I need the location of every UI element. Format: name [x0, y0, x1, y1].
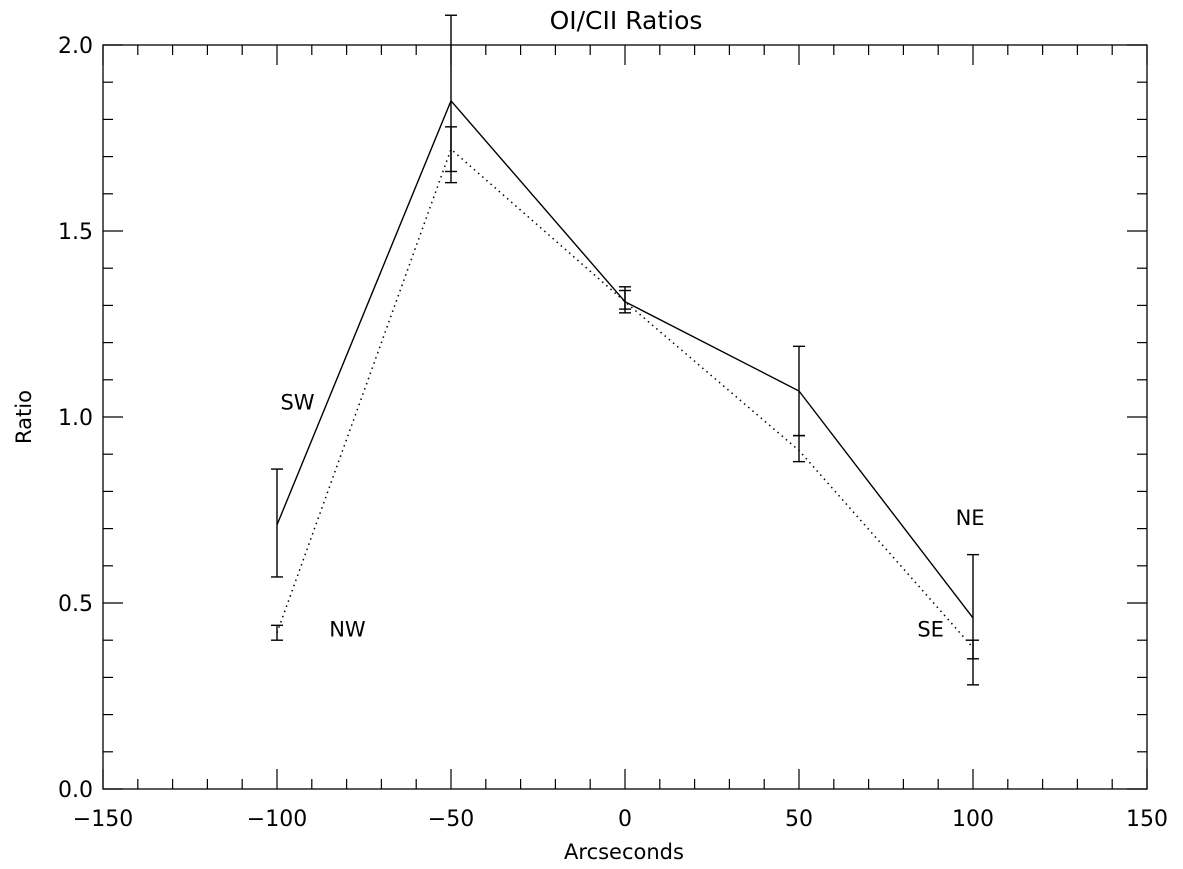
annotation-label: NW — [329, 617, 366, 641]
x-tick-label: 50 — [785, 807, 813, 832]
y-tick-label: 0.0 — [58, 778, 93, 803]
error-bar — [271, 468, 283, 578]
series-layer — [271, 14, 979, 686]
error-bar — [793, 345, 805, 437]
annotation-label: SW — [280, 391, 314, 415]
x-tick-label: −150 — [73, 807, 133, 832]
series-line-solid — [276, 99, 974, 619]
x-axis-label: Arcseconds — [564, 840, 684, 864]
x-tick-label: 150 — [1126, 807, 1168, 832]
x-tick-label: 100 — [952, 807, 994, 832]
x-tick-label: −100 — [247, 807, 307, 832]
error-bar — [445, 126, 457, 173]
error-bar — [619, 289, 631, 310]
series-line-dotted — [276, 147, 974, 649]
error-bar — [271, 624, 283, 641]
error-bar — [967, 553, 979, 686]
plot-frame — [102, 44, 1148, 790]
x-tick-label: −50 — [428, 807, 474, 832]
y-tick-label: 1.5 — [58, 220, 93, 245]
error-bar — [967, 639, 979, 660]
y-tick-label: 0.5 — [58, 592, 93, 617]
y-tick-label: 1.0 — [58, 406, 93, 431]
y-axis-label: Ratio — [12, 390, 36, 444]
annotation-label: NE — [956, 506, 985, 530]
x-tick-label: 0 — [618, 807, 632, 832]
tick-labels: −150 −100 −50 0 50 100 150 0.0 0.5 1.0 1.5 2.0 — [58, 34, 1168, 832]
error-bar — [793, 434, 805, 463]
annotation-label: SE — [917, 617, 944, 641]
annotation-layer: SW NW NE SE — [280, 391, 984, 642]
chart-title: OI/CII Ratios — [550, 6, 703, 35]
axis-ticks — [102, 44, 1148, 790]
y-tick-label: 2.0 — [58, 34, 93, 59]
